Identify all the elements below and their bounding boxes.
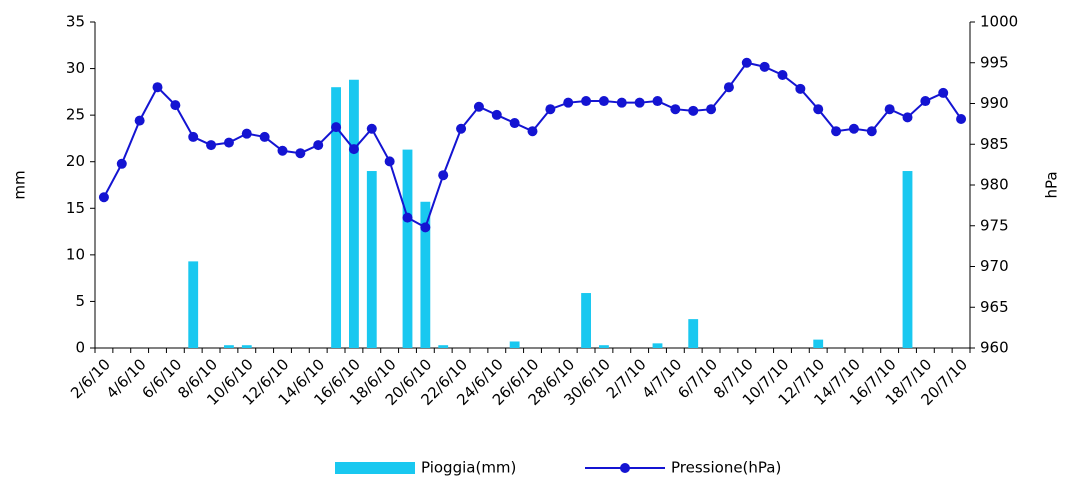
y-tick-label: 35 [66,13,85,31]
bar [420,201,431,348]
point [956,113,967,124]
y-tick-label: 25 [66,106,85,124]
point [384,156,395,167]
bar [224,345,234,348]
point [598,96,609,107]
point [98,192,109,203]
point [581,96,592,107]
point [223,137,234,148]
legend-label: Pioggia(mm) [421,459,516,477]
point [259,131,270,142]
point [206,140,217,151]
bar [599,345,609,348]
point [884,104,895,115]
point [313,140,324,151]
bar [902,171,913,348]
point [188,131,199,142]
point [134,115,145,126]
point [116,158,127,169]
point [759,61,770,72]
point [652,96,663,107]
bar [581,293,591,348]
bar [331,87,341,348]
bar [349,79,359,349]
bar [241,345,252,348]
bar [813,339,824,348]
y2-axis-label: hPa [1043,171,1061,198]
y2-tick-label: 990 [980,94,1009,112]
point [741,57,752,68]
point [420,222,431,233]
point [438,170,449,181]
point [277,145,288,156]
point [491,109,502,120]
y-tick-label: 0 [75,339,85,357]
point [366,123,377,134]
point [902,112,913,123]
point [331,122,342,133]
x-tick-label: 4/7/10 [638,355,685,402]
point [795,83,806,94]
point [170,100,181,111]
y-tick-label: 10 [66,245,85,263]
point [813,104,824,115]
x-tick-label: 2/6/10 [67,355,114,402]
point [527,126,538,137]
point [723,82,734,93]
x-tick-label: 2/7/10 [603,355,650,402]
y-tick-label: 20 [66,152,85,170]
point [295,148,306,159]
x-tick-label: 6/6/10 [138,355,185,402]
point [241,128,252,139]
point [831,126,842,137]
point [402,212,413,223]
bar [438,345,449,348]
x-tick-label: 6/7/10 [674,355,721,402]
y2-tick-label: 995 [980,53,1009,71]
legend-marker [620,463,630,473]
point [152,82,163,93]
y-axis-label: mm [11,170,29,199]
y2-tick-label: 975 [980,216,1009,234]
point [866,126,877,137]
point [348,144,359,155]
y-tick-label: 30 [66,59,85,77]
y-tick-label: 5 [75,292,85,310]
y2-tick-label: 980 [980,176,1009,194]
bar [188,261,199,348]
y2-tick-label: 970 [980,257,1009,275]
point [509,118,520,129]
bar [688,319,699,348]
point [473,101,484,112]
y-tick-label: 15 [66,199,85,217]
y2-tick-label: 985 [980,135,1009,153]
point [545,104,556,115]
point [706,104,717,115]
point [938,87,949,98]
y2-tick-label: 960 [980,339,1009,357]
point [563,97,574,108]
point [688,105,699,116]
point [634,97,645,108]
bar [402,149,413,348]
bar [509,341,520,348]
point [920,96,931,107]
bar [366,171,377,348]
y2-tick-label: 1000 [980,13,1018,31]
point [848,123,859,134]
point [777,69,788,80]
x-tick-label: 4/6/10 [103,355,150,402]
legend-label: Pressione(hPa) [671,459,781,477]
point [670,104,681,115]
point [456,123,467,134]
y2-tick-label: 965 [980,298,1009,316]
bar [652,343,663,348]
legend-swatch [335,462,415,474]
point [616,97,627,108]
